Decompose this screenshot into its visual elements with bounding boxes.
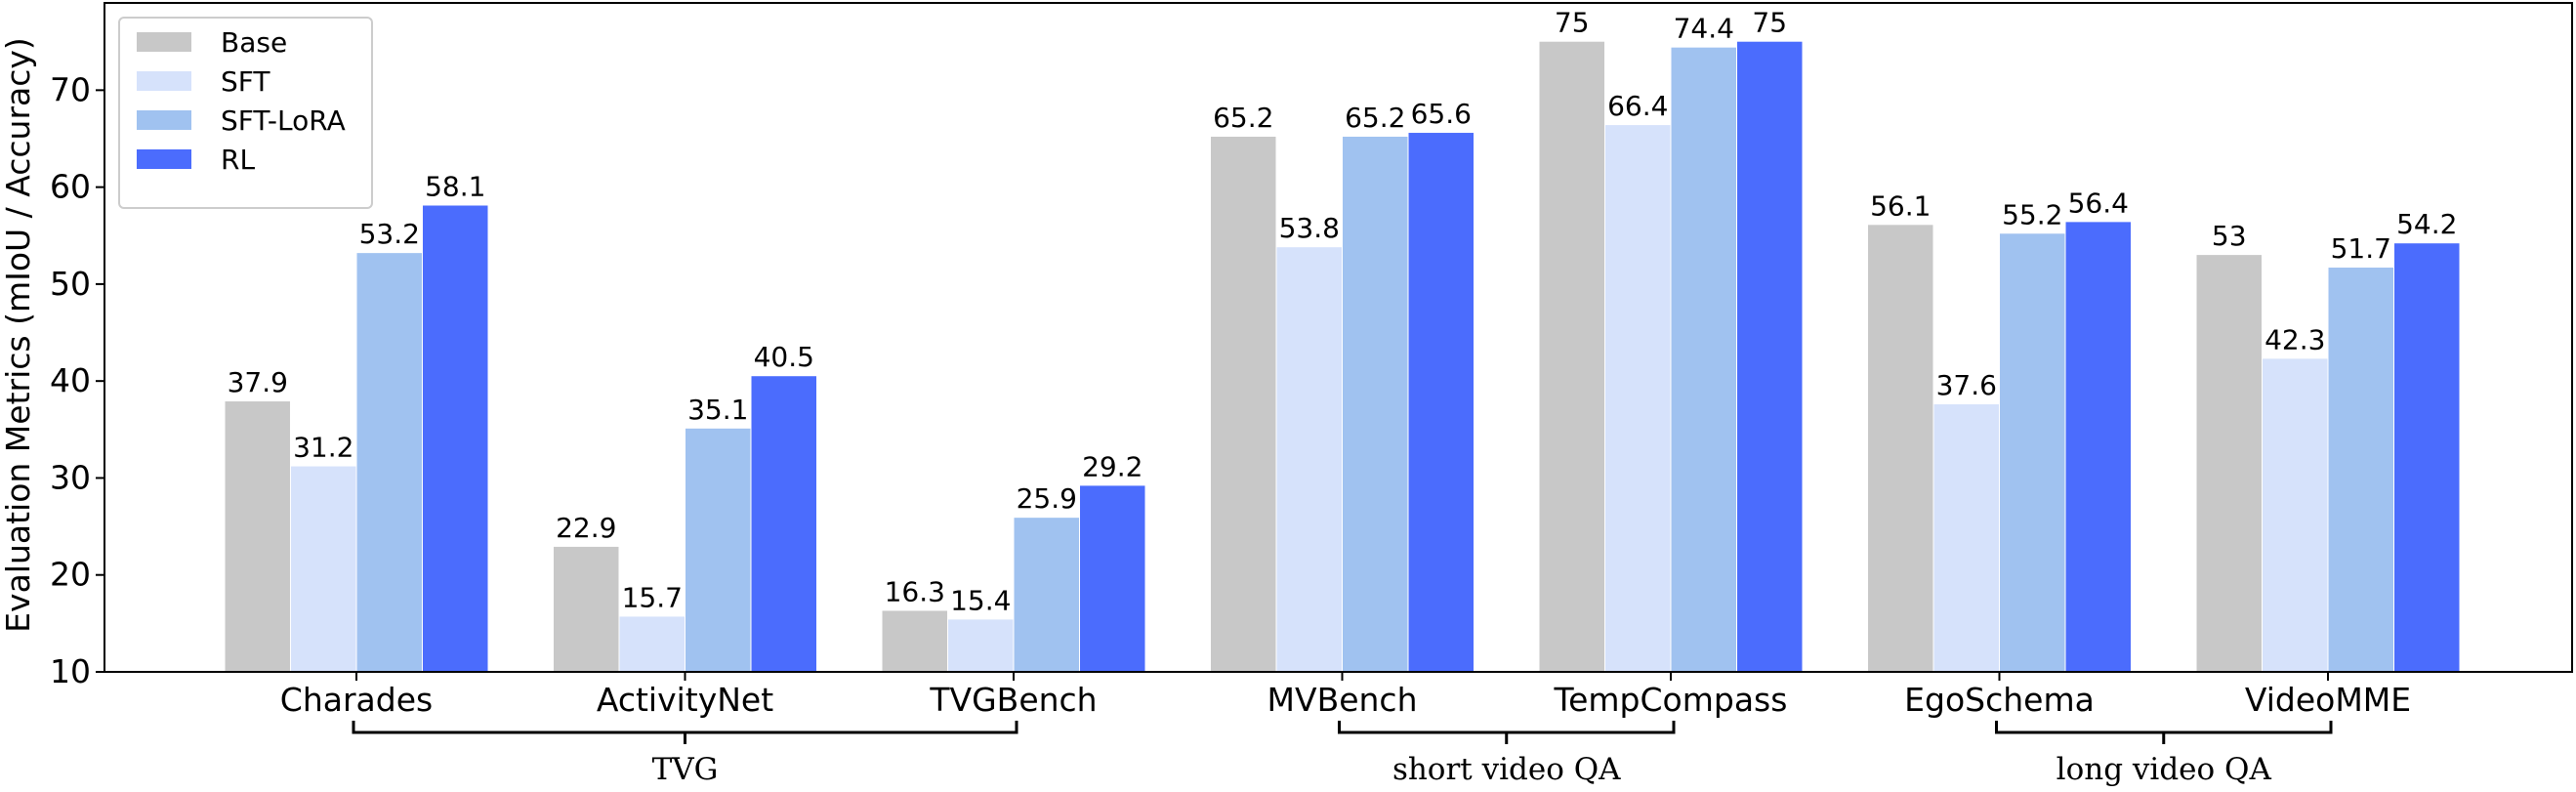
x-tick-label: Charades <box>280 681 433 719</box>
group-bracket <box>352 721 1018 744</box>
bar-value-label: 58.1 <box>425 170 485 202</box>
bar-base-egoschema <box>1868 225 1933 672</box>
legend-label: SFT <box>221 65 270 98</box>
bar-sft-lora-activitynet <box>686 428 751 672</box>
legend-swatch <box>137 32 191 52</box>
bar-sft-lora-videomme <box>2328 268 2393 672</box>
bar-rl-charades <box>423 205 488 672</box>
bar-sft-lora-tempcompass <box>1671 47 1736 672</box>
bar-base-activitynet <box>554 546 619 672</box>
legend-label: Base <box>221 26 287 59</box>
bar-value-label: 53.2 <box>359 218 420 250</box>
bar-sft-tempcompass <box>1605 125 1671 672</box>
legend-swatch <box>137 71 191 91</box>
group-label: TVG <box>652 752 719 787</box>
bar-base-tempcompass <box>1539 41 1604 672</box>
bar-value-label: 65.2 <box>1213 102 1273 134</box>
bar-value-label: 54.2 <box>2396 208 2457 240</box>
bar-value-label: 53.8 <box>1279 212 1340 244</box>
bar-rl-tempcompass <box>1737 41 1803 672</box>
group-bracket <box>1995 721 2333 744</box>
bar-sft-egoschema <box>1933 404 1999 672</box>
bar-value-label: 75 <box>1555 7 1590 39</box>
bar-rl-egoschema <box>2065 222 2131 673</box>
bar-value-label: 25.9 <box>1017 482 1077 515</box>
bar-rl-tvgbench <box>1080 485 1145 672</box>
y-axis-label: Evaluation Metrics (mIoU / Accuracy) <box>0 37 37 633</box>
y-tick-label: 60 <box>50 168 91 206</box>
x-tick-label: EgoSchema <box>1904 681 2095 719</box>
y-axis: 10 20 30 40 50 60 70 <box>50 70 104 690</box>
bar-rl-mvbench <box>1408 133 1474 672</box>
bar-value-label: 16.3 <box>885 575 945 607</box>
bar-base-tvgbench <box>882 610 947 672</box>
bar-value-label: 35.1 <box>687 394 748 426</box>
legend-label: SFT-LoRA <box>221 104 346 137</box>
group-label: long video QA <box>2057 752 2272 787</box>
bar-sft-mvbench <box>1276 247 1342 672</box>
bar-sft-lora-mvbench <box>1343 137 1408 672</box>
bar-base-videomme <box>2196 255 2262 672</box>
bar-value-label: 29.2 <box>1082 450 1143 482</box>
bar-value-label: 37.6 <box>1936 369 1997 401</box>
bar-value-label: 56.4 <box>2068 187 2129 219</box>
x-tick-label: TempCompass <box>1554 681 1788 719</box>
legend-label: RL <box>221 144 255 176</box>
bar-value-label: 42.3 <box>2264 323 2325 355</box>
bar-sft-tvgbench <box>948 619 1014 672</box>
bar-base-charades <box>225 401 290 672</box>
bar-value-label: 75 <box>1752 7 1787 39</box>
bar-value-label: 22.9 <box>556 512 616 544</box>
bar-value-label: 37.9 <box>228 366 288 398</box>
bar-value-label: 15.4 <box>950 584 1011 616</box>
bar-value-label: 53 <box>2212 220 2247 252</box>
bar-rl-videomme <box>2394 243 2460 673</box>
bar-sft-charades <box>291 466 356 672</box>
x-tick-label: ActivityNet <box>597 681 773 719</box>
bar-sft-lora-egoschema <box>2000 233 2065 672</box>
bar-base-mvbench <box>1211 137 1276 672</box>
plot-frame <box>104 2 2573 673</box>
legend-swatch <box>137 110 191 130</box>
bar-value-label: 66.4 <box>1607 90 1668 122</box>
y-tick-label: 70 <box>50 70 91 108</box>
bar-rl-activitynet <box>751 376 816 672</box>
legend-swatch <box>137 149 191 169</box>
bar-value-label: 55.2 <box>2002 198 2062 230</box>
bar-value-label: 31.2 <box>293 432 353 464</box>
y-tick-label: 30 <box>50 458 91 496</box>
bars-layer: 37.9 22.9 16.3 65.2 75 56.1 53 31.2 15.7 15.4 53.8… <box>225 7 2460 673</box>
bar-sft-lora-charades <box>356 253 422 672</box>
group-bracket <box>1338 721 1676 744</box>
y-tick-label: 50 <box>50 265 91 303</box>
y-tick-label: 10 <box>50 652 91 690</box>
bar-value-label: 56.1 <box>1870 189 1931 222</box>
group-label: short video QA <box>1392 752 1621 787</box>
x-axis: Charades ActivityNet TVGBench MVBench TempCo… <box>280 672 2411 719</box>
group-brackets: TVG short video QA long video QA <box>352 721 2333 787</box>
bar-value-label: 40.5 <box>754 341 814 373</box>
bar-sft-activitynet <box>619 616 685 672</box>
bar-sft-lora-tvgbench <box>1014 518 1079 672</box>
legend: Base SFT SFT-LoRA RL <box>118 17 373 209</box>
x-tick-label: VideoMME <box>2245 681 2411 719</box>
bar-value-label: 74.4 <box>1674 13 1734 45</box>
bar-value-label: 51.7 <box>2331 232 2391 265</box>
bar-value-label: 65.6 <box>1411 98 1472 130</box>
x-tick-label: MVBench <box>1267 681 1418 719</box>
bar-value-label: 65.2 <box>1345 102 1405 134</box>
y-tick-label: 20 <box>50 556 91 594</box>
y-tick-label: 40 <box>50 361 91 399</box>
bar-sft-videomme <box>2263 358 2328 672</box>
bar-value-label: 15.7 <box>622 581 683 613</box>
x-tick-label: TVGBench <box>929 681 1097 719</box>
